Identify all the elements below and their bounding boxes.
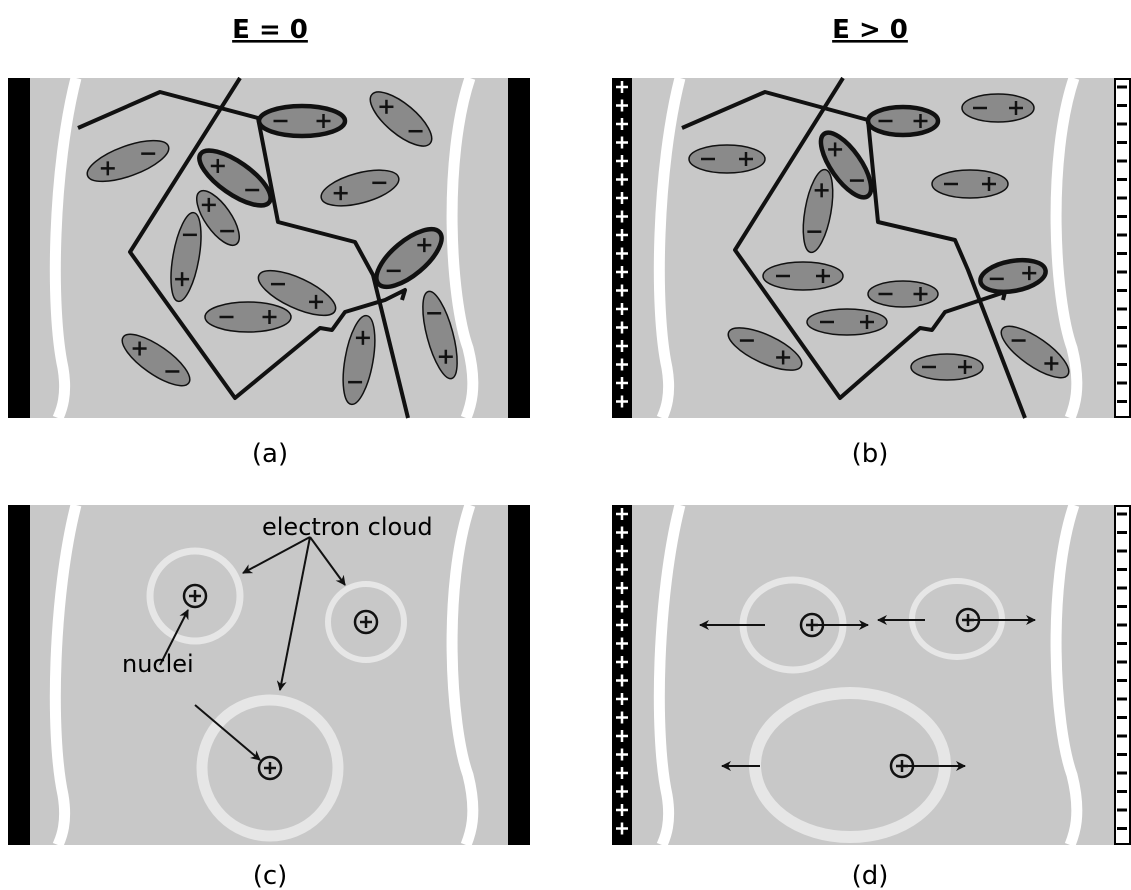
dipole [807, 309, 887, 335]
header: E = 0 [232, 15, 308, 45]
layout [8, 78, 1130, 845]
panel-label: (d) [852, 861, 889, 890]
electrode [8, 505, 30, 845]
dipole [911, 354, 983, 380]
panel-label: (a) [252, 439, 288, 469]
electrode [508, 78, 530, 418]
panel-label: (c) [253, 861, 288, 890]
electrode [508, 505, 530, 845]
medium [632, 505, 1114, 845]
annotation: nuclei [122, 650, 194, 678]
dipole [205, 302, 291, 332]
dipole [763, 262, 843, 290]
medium [28, 505, 510, 845]
dipole [689, 145, 765, 173]
dipole [259, 106, 345, 136]
panel-label: (b) [852, 439, 889, 469]
electrode [8, 78, 30, 418]
header: E > 0 [832, 15, 908, 45]
diagram: E = 0 E > 0 (a) (b) (c) (d) electron clo… [0, 0, 1131, 890]
electrode-negative [1115, 506, 1130, 844]
electrode-negative [1115, 79, 1130, 417]
dipole [962, 94, 1034, 122]
annotation: electron cloud [262, 513, 433, 541]
dipole [932, 170, 1008, 198]
